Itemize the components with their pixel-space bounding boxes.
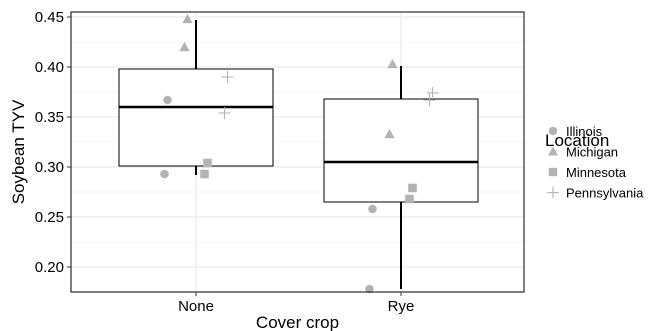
point-pennsylvania bbox=[221, 70, 234, 84]
y-tick-label: 0.45 bbox=[35, 9, 64, 26]
x-tick-label: None bbox=[178, 298, 214, 315]
y-tick-label: 0.20 bbox=[35, 259, 64, 276]
point-minnesota bbox=[405, 194, 414, 204]
legend: Location Illinois Michigan Minnesota Pennsy… bbox=[545, 124, 644, 201]
point-pennsylvania bbox=[426, 86, 439, 100]
y-tick-label: 0.30 bbox=[35, 159, 64, 176]
point-michigan bbox=[387, 58, 398, 69]
plot-panel-border bbox=[70, 11, 525, 293]
box-rye bbox=[323, 98, 479, 203]
x-axis-title: Cover crop bbox=[256, 313, 339, 331]
point-illinois bbox=[365, 284, 374, 294]
point-michigan bbox=[547, 146, 559, 156]
points-layer bbox=[160, 13, 439, 294]
point-michigan bbox=[182, 13, 193, 24]
legend-label-minnesota: Minnesota bbox=[566, 165, 627, 180]
point-pennsylvania bbox=[547, 186, 559, 199]
legend-label-pennsylvania: Pennsylvania bbox=[566, 186, 644, 201]
point-michigan bbox=[384, 128, 395, 139]
point-pennsylvania bbox=[423, 93, 436, 107]
point-minnesota bbox=[203, 158, 212, 168]
x-tick-label: Rye bbox=[388, 298, 415, 315]
point-illinois bbox=[548, 126, 558, 136]
point-illinois bbox=[163, 95, 172, 105]
point-pennsylvania bbox=[218, 106, 231, 120]
box-none bbox=[118, 68, 274, 167]
point-illinois bbox=[160, 169, 169, 179]
y-tick-label: 0.40 bbox=[35, 59, 64, 76]
legend-label-illinois: Illinois bbox=[566, 124, 603, 139]
axes: 0.20 0.25 0.30 0.35 0.40 0.45 None Rye bbox=[35, 9, 415, 315]
point-illinois bbox=[368, 204, 377, 214]
legend-title: Location bbox=[545, 131, 609, 150]
point-minnesota bbox=[200, 169, 209, 179]
y-axis-title: Soybean TYV bbox=[9, 99, 28, 204]
y-tick-label: 0.35 bbox=[35, 109, 64, 126]
legend-label-michigan: Michigan bbox=[566, 145, 618, 160]
point-michigan bbox=[179, 41, 190, 52]
point-minnesota bbox=[548, 167, 558, 177]
box-layer bbox=[118, 20, 479, 289]
y-tick-label: 0.25 bbox=[35, 209, 64, 226]
point-minnesota bbox=[408, 183, 417, 193]
